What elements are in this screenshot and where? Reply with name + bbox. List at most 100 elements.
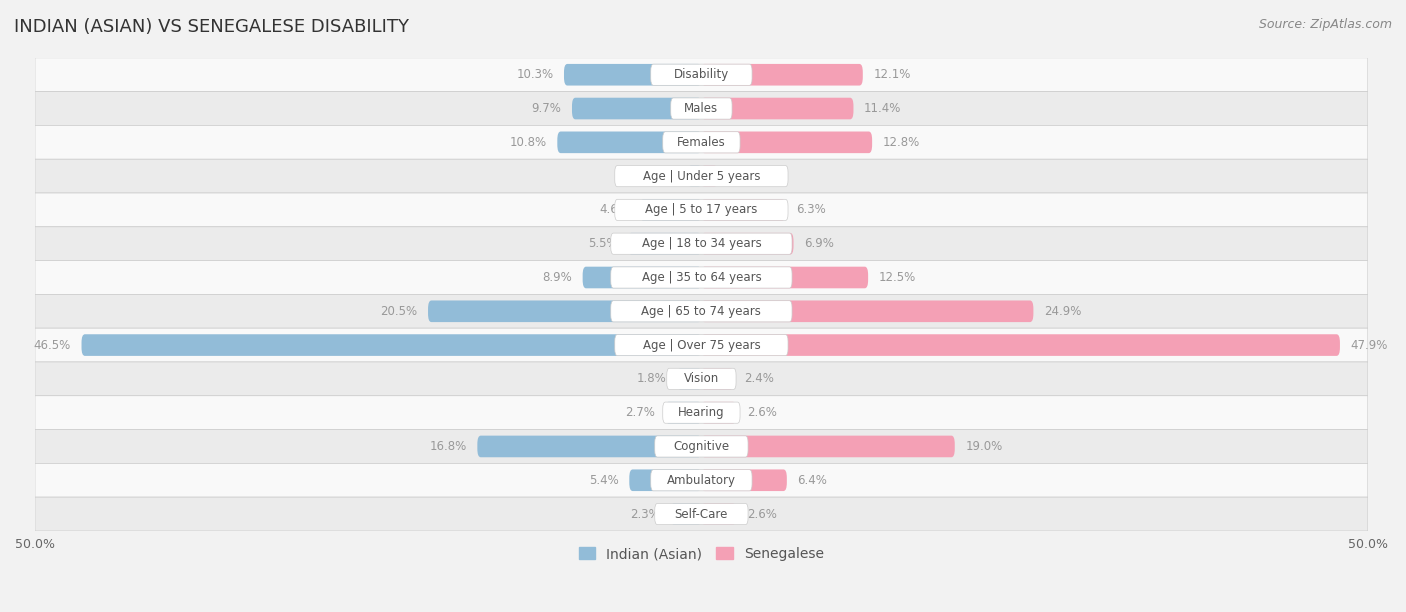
FancyBboxPatch shape [564, 64, 702, 86]
FancyBboxPatch shape [614, 200, 787, 220]
Text: 2.6%: 2.6% [747, 507, 776, 521]
Text: Age | 18 to 34 years: Age | 18 to 34 years [641, 237, 761, 250]
FancyBboxPatch shape [557, 132, 702, 153]
Text: 6.4%: 6.4% [797, 474, 827, 487]
FancyBboxPatch shape [35, 193, 1368, 227]
FancyBboxPatch shape [630, 469, 702, 491]
Text: 20.5%: 20.5% [381, 305, 418, 318]
Text: 11.4%: 11.4% [865, 102, 901, 115]
FancyBboxPatch shape [35, 497, 1368, 531]
Text: Age | 65 to 74 years: Age | 65 to 74 years [641, 305, 761, 318]
Text: 47.9%: 47.9% [1351, 338, 1388, 351]
Text: 2.3%: 2.3% [630, 507, 659, 521]
FancyBboxPatch shape [628, 233, 702, 255]
Text: 2.7%: 2.7% [624, 406, 655, 419]
Text: Cognitive: Cognitive [673, 440, 730, 453]
Text: 1.0%: 1.0% [648, 170, 678, 182]
FancyBboxPatch shape [655, 436, 748, 457]
Text: Ambulatory: Ambulatory [666, 474, 735, 487]
FancyBboxPatch shape [610, 233, 792, 255]
FancyBboxPatch shape [35, 328, 1368, 362]
FancyBboxPatch shape [82, 334, 702, 356]
Text: 1.8%: 1.8% [637, 372, 666, 386]
Text: Disability: Disability [673, 68, 730, 81]
Text: 2.6%: 2.6% [747, 406, 776, 419]
FancyBboxPatch shape [655, 504, 748, 524]
Text: Age | Over 75 years: Age | Over 75 years [643, 338, 761, 351]
Text: 12.1%: 12.1% [873, 68, 911, 81]
FancyBboxPatch shape [651, 64, 752, 85]
Text: 12.5%: 12.5% [879, 271, 915, 284]
Text: INDIAN (ASIAN) VS SENEGALESE DISABILITY: INDIAN (ASIAN) VS SENEGALESE DISABILITY [14, 18, 409, 36]
Text: Source: ZipAtlas.com: Source: ZipAtlas.com [1258, 18, 1392, 31]
FancyBboxPatch shape [671, 98, 733, 119]
FancyBboxPatch shape [702, 300, 1033, 322]
FancyBboxPatch shape [614, 335, 787, 356]
Legend: Indian (Asian), Senegalese: Indian (Asian), Senegalese [574, 542, 830, 567]
FancyBboxPatch shape [640, 199, 702, 221]
Text: 4.6%: 4.6% [599, 203, 630, 217]
FancyBboxPatch shape [702, 132, 872, 153]
Text: 5.4%: 5.4% [589, 474, 619, 487]
Text: 24.9%: 24.9% [1043, 305, 1081, 318]
FancyBboxPatch shape [678, 368, 702, 390]
FancyBboxPatch shape [702, 267, 868, 288]
Text: Hearing: Hearing [678, 406, 724, 419]
FancyBboxPatch shape [688, 165, 702, 187]
Text: 16.8%: 16.8% [430, 440, 467, 453]
FancyBboxPatch shape [582, 267, 702, 288]
Text: Vision: Vision [683, 372, 718, 386]
Text: 46.5%: 46.5% [34, 338, 70, 351]
FancyBboxPatch shape [662, 402, 740, 424]
Text: Females: Females [678, 136, 725, 149]
Text: 10.3%: 10.3% [516, 68, 554, 81]
FancyBboxPatch shape [671, 503, 702, 525]
FancyBboxPatch shape [702, 368, 734, 390]
Text: 19.0%: 19.0% [966, 440, 1002, 453]
FancyBboxPatch shape [666, 368, 737, 389]
FancyBboxPatch shape [478, 436, 702, 457]
FancyBboxPatch shape [610, 267, 792, 288]
FancyBboxPatch shape [35, 125, 1368, 159]
FancyBboxPatch shape [702, 233, 793, 255]
FancyBboxPatch shape [702, 64, 863, 86]
Text: Males: Males [685, 102, 718, 115]
Text: Age | 35 to 64 years: Age | 35 to 64 years [641, 271, 761, 284]
FancyBboxPatch shape [35, 227, 1368, 261]
Text: Age | Under 5 years: Age | Under 5 years [643, 170, 761, 182]
FancyBboxPatch shape [665, 402, 702, 424]
Text: 2.4%: 2.4% [744, 372, 773, 386]
FancyBboxPatch shape [702, 334, 1340, 356]
FancyBboxPatch shape [614, 165, 787, 187]
FancyBboxPatch shape [427, 300, 702, 322]
Text: 5.5%: 5.5% [588, 237, 617, 250]
FancyBboxPatch shape [702, 402, 737, 424]
FancyBboxPatch shape [702, 98, 853, 119]
FancyBboxPatch shape [35, 396, 1368, 430]
FancyBboxPatch shape [35, 362, 1368, 396]
FancyBboxPatch shape [702, 436, 955, 457]
FancyBboxPatch shape [35, 463, 1368, 497]
Text: 6.3%: 6.3% [796, 203, 825, 217]
Text: 8.9%: 8.9% [543, 271, 572, 284]
FancyBboxPatch shape [35, 430, 1368, 463]
FancyBboxPatch shape [702, 199, 786, 221]
FancyBboxPatch shape [610, 300, 792, 322]
FancyBboxPatch shape [662, 132, 740, 153]
FancyBboxPatch shape [572, 98, 702, 119]
Text: 12.8%: 12.8% [883, 136, 920, 149]
Text: 9.7%: 9.7% [531, 102, 561, 115]
Text: Self-Care: Self-Care [675, 507, 728, 521]
FancyBboxPatch shape [35, 58, 1368, 92]
FancyBboxPatch shape [35, 159, 1368, 193]
FancyBboxPatch shape [35, 294, 1368, 328]
FancyBboxPatch shape [651, 469, 752, 491]
FancyBboxPatch shape [702, 503, 737, 525]
FancyBboxPatch shape [35, 92, 1368, 125]
Text: 1.2%: 1.2% [728, 170, 758, 182]
Text: 6.9%: 6.9% [804, 237, 834, 250]
FancyBboxPatch shape [702, 165, 717, 187]
FancyBboxPatch shape [35, 261, 1368, 294]
FancyBboxPatch shape [702, 469, 787, 491]
Text: 10.8%: 10.8% [509, 136, 547, 149]
